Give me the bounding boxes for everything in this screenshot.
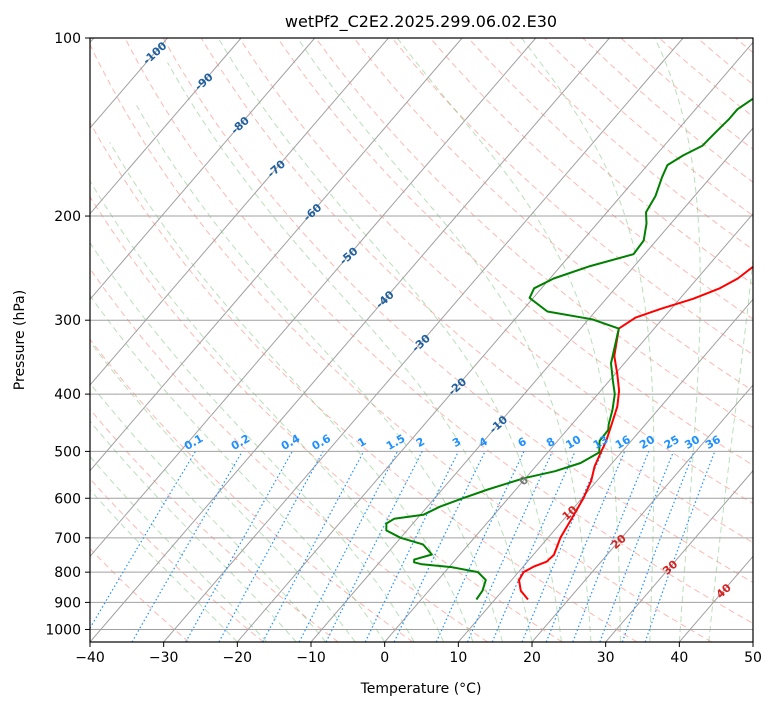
isotherm-line xyxy=(90,38,537,558)
y-tick-label: 700 xyxy=(54,531,81,547)
mixing-ratio-line xyxy=(545,451,626,642)
y-tick-label: 600 xyxy=(54,491,81,507)
mixing-ratio-line xyxy=(521,451,604,642)
dewpoint-profile xyxy=(385,97,753,601)
isotherm-line xyxy=(163,38,684,642)
x-tick-label: 20 xyxy=(523,650,541,666)
mixing-ratio-line xyxy=(491,451,576,642)
isotherm-line xyxy=(90,38,316,301)
y-axis: 100 200 300 400 500 600 700 800 900 1000 xyxy=(45,31,90,638)
background-lines xyxy=(90,38,753,642)
moist-adiabat xyxy=(90,294,386,642)
moist-adiabat xyxy=(90,241,415,642)
dry-adiabat xyxy=(200,38,753,544)
y-tick-label: 100 xyxy=(54,31,81,47)
dry-adiabat xyxy=(90,408,339,642)
isotherm-line xyxy=(531,384,753,642)
x-tick-label: −40 xyxy=(75,650,105,666)
x-tick-label: −30 xyxy=(149,650,179,666)
mixing-ratio-line xyxy=(185,451,293,642)
mixing-ratio-line xyxy=(599,451,675,642)
x-tick-label: 40 xyxy=(670,650,688,666)
y-tick-label: 400 xyxy=(54,387,81,403)
x-tick-label: −20 xyxy=(223,650,253,666)
dry-adiabat xyxy=(429,38,753,320)
dry-adiabat xyxy=(124,38,753,624)
x-axis-label: Temperature (°C) xyxy=(360,681,482,697)
x-tick-label: 50 xyxy=(744,650,762,666)
x-tick-label: 10 xyxy=(449,650,467,666)
moist-adiabat xyxy=(90,489,238,642)
y-tick-label: 800 xyxy=(54,565,81,581)
dry-adiabat xyxy=(90,43,712,642)
dry-adiabat xyxy=(162,38,753,584)
mixing-ratio-line xyxy=(572,451,650,642)
isotherm-line xyxy=(90,38,242,215)
dry-adiabat xyxy=(90,121,638,642)
x-tick-label: −10 xyxy=(296,650,326,666)
moist-adiabat xyxy=(90,179,445,642)
moist-adiabat xyxy=(296,38,592,642)
dry-adiabat xyxy=(90,267,488,642)
moist-adiabat xyxy=(521,38,655,642)
isotherm-line xyxy=(605,469,753,642)
dry-adiabat xyxy=(315,38,753,429)
dry-adiabat xyxy=(353,38,753,392)
y-tick-label: 300 xyxy=(54,313,81,329)
dry-adiabat xyxy=(90,195,563,642)
chart-title: wetPf2_C2E2.2025.299.06.02.E30 xyxy=(285,12,557,32)
mixing-ratio-line xyxy=(644,451,716,642)
moist-adiabat xyxy=(136,105,503,642)
dry-adiabat xyxy=(90,478,264,642)
temperature-profile xyxy=(518,265,753,601)
moist-adiabat xyxy=(654,38,701,642)
moist-adiabat xyxy=(708,254,753,642)
isotherm-line xyxy=(384,212,753,642)
mixing-ratio-line xyxy=(466,451,553,642)
x-tick-label: 30 xyxy=(597,650,615,666)
isotherm-line xyxy=(90,38,463,472)
isotherm-line xyxy=(90,38,610,642)
dry-adiabat xyxy=(391,38,753,356)
isotherm-line xyxy=(90,38,389,386)
data-lines xyxy=(385,97,753,601)
isotherm-line xyxy=(310,127,753,642)
isotherm-line xyxy=(457,298,753,642)
y-tick-label: 500 xyxy=(54,444,81,460)
dry-adiabat xyxy=(90,547,190,642)
moist-adiabat xyxy=(167,62,533,642)
y-axis-label: Pressure (hPa) xyxy=(12,290,28,390)
moist-adiabat xyxy=(217,38,562,642)
mixing-ratio-line xyxy=(262,451,365,642)
y-tick-label: 200 xyxy=(54,209,81,225)
moist-adiabat xyxy=(90,341,356,642)
mixing-ratio-line xyxy=(218,451,324,642)
mixing-ratio-line xyxy=(325,451,423,642)
dry-adiabat xyxy=(238,38,753,505)
x-tick-label: 0 xyxy=(380,650,389,666)
y-tick-label: 1000 xyxy=(45,622,81,638)
isotherm-line xyxy=(236,41,753,642)
y-tick-label: 900 xyxy=(54,595,81,611)
plot-frame xyxy=(89,37,754,643)
moist-adiabat xyxy=(90,382,327,642)
mixing-ratio-line xyxy=(621,451,695,642)
x-axis: −40 −30 −20 −10 0 10 20 30 40 50 xyxy=(75,642,762,666)
moist-adiabat xyxy=(396,38,621,642)
moist-adiabat xyxy=(90,455,268,642)
